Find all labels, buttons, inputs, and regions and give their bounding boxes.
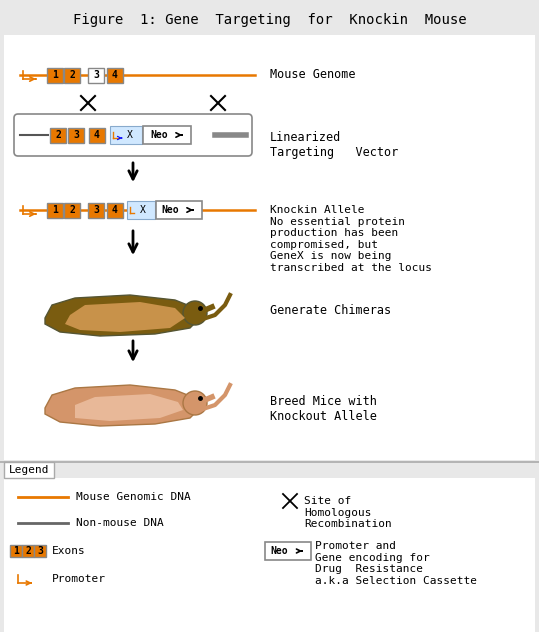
FancyBboxPatch shape [47, 202, 63, 217]
FancyBboxPatch shape [89, 128, 105, 142]
FancyBboxPatch shape [4, 478, 535, 632]
Text: Mouse Genome: Mouse Genome [270, 68, 356, 82]
FancyBboxPatch shape [107, 68, 123, 83]
Text: 1: 1 [52, 70, 58, 80]
FancyBboxPatch shape [34, 545, 46, 557]
Text: 2: 2 [69, 205, 75, 215]
Polygon shape [45, 385, 200, 426]
FancyBboxPatch shape [127, 201, 155, 219]
FancyBboxPatch shape [22, 545, 34, 557]
FancyBboxPatch shape [50, 128, 66, 142]
FancyBboxPatch shape [64, 202, 80, 217]
Text: Promoter and
Gene encoding for
Drug  Resistance
a.k.a Selection Cassette: Promoter and Gene encoding for Drug Resi… [315, 541, 477, 586]
FancyBboxPatch shape [107, 202, 123, 217]
Text: X: X [140, 205, 146, 215]
Text: Figure  1: Gene  Targeting  for  Knockin  Mouse: Figure 1: Gene Targeting for Knockin Mou… [73, 13, 467, 27]
FancyBboxPatch shape [4, 462, 54, 478]
FancyBboxPatch shape [4, 35, 535, 460]
Text: Non-mouse DNA: Non-mouse DNA [76, 518, 164, 528]
Text: 3: 3 [73, 130, 79, 140]
Text: Neo: Neo [150, 130, 168, 140]
FancyBboxPatch shape [156, 201, 202, 219]
FancyBboxPatch shape [143, 126, 191, 144]
Text: Exons: Exons [52, 546, 86, 556]
Text: Neo: Neo [161, 205, 179, 215]
Text: Neo: Neo [270, 546, 288, 556]
Text: 2: 2 [25, 546, 31, 556]
Circle shape [183, 301, 207, 325]
FancyBboxPatch shape [88, 202, 104, 217]
FancyBboxPatch shape [47, 68, 63, 83]
Text: Breed Mice with
Knockout Allele: Breed Mice with Knockout Allele [270, 395, 377, 423]
Polygon shape [75, 394, 183, 421]
Text: 4: 4 [112, 205, 118, 215]
Text: Generate Chimeras: Generate Chimeras [270, 303, 391, 317]
Text: 3: 3 [37, 546, 43, 556]
Circle shape [183, 391, 207, 415]
Text: Linearized
Targeting   Vector: Linearized Targeting Vector [270, 131, 398, 159]
FancyBboxPatch shape [110, 126, 142, 144]
Text: 1: 1 [13, 546, 19, 556]
FancyBboxPatch shape [265, 542, 311, 560]
FancyBboxPatch shape [64, 68, 80, 83]
Text: 4: 4 [94, 130, 100, 140]
FancyBboxPatch shape [14, 114, 252, 156]
Text: 1: 1 [52, 205, 58, 215]
Text: 3: 3 [93, 70, 99, 80]
Text: Legend: Legend [9, 465, 49, 475]
Text: Mouse Genomic DNA: Mouse Genomic DNA [76, 492, 191, 502]
Text: Knockin Allele
No essential protein
production has been
compromised, but
GeneX i: Knockin Allele No essential protein prod… [270, 205, 432, 273]
Text: 4: 4 [112, 70, 118, 80]
Text: Promoter: Promoter [52, 574, 106, 584]
Text: 3: 3 [93, 205, 99, 215]
Polygon shape [65, 302, 185, 332]
Text: 2: 2 [55, 130, 61, 140]
FancyBboxPatch shape [88, 68, 104, 83]
FancyBboxPatch shape [10, 545, 22, 557]
Text: 2: 2 [69, 70, 75, 80]
Text: Site of
Homologous
Recombination: Site of Homologous Recombination [304, 496, 392, 529]
Polygon shape [45, 295, 200, 336]
FancyBboxPatch shape [68, 128, 84, 142]
Text: X: X [127, 130, 133, 140]
